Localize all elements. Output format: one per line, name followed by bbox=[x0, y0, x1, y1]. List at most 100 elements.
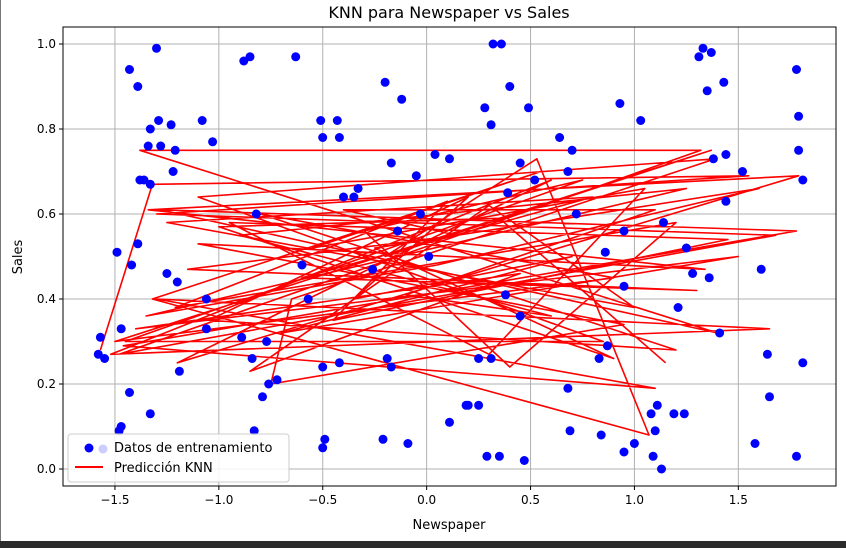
training-point bbox=[721, 196, 731, 206]
training-point bbox=[245, 52, 255, 62]
training-point bbox=[125, 388, 134, 397]
training-point bbox=[386, 158, 396, 168]
training-point bbox=[135, 175, 145, 185]
training-point bbox=[249, 426, 259, 436]
training-point bbox=[482, 451, 492, 461]
x-tick-label: −1.0 bbox=[204, 493, 233, 507]
training-point bbox=[316, 116, 326, 125]
training-point bbox=[652, 400, 662, 410]
legend-label-training: Datos de entrenamiento bbox=[114, 441, 273, 456]
training-point bbox=[166, 120, 176, 130]
x-axis-label: Newspaper bbox=[413, 518, 487, 533]
training-point bbox=[794, 145, 804, 155]
training-point bbox=[318, 443, 328, 453]
plot-frame bbox=[62, 26, 837, 487]
training-point bbox=[334, 358, 344, 368]
training-point bbox=[756, 264, 766, 274]
training-point bbox=[669, 409, 679, 419]
legend: Datos de entrenamiento Predicción KNN bbox=[67, 433, 290, 483]
training-point bbox=[619, 226, 629, 236]
training-point bbox=[95, 332, 105, 342]
training-point bbox=[424, 252, 434, 261]
training-point bbox=[563, 383, 573, 393]
training-point bbox=[594, 354, 604, 363]
training-point bbox=[679, 409, 689, 419]
training-point bbox=[792, 65, 801, 74]
training-point bbox=[251, 209, 261, 219]
training-point bbox=[708, 154, 718, 164]
training-point bbox=[615, 99, 625, 108]
training-point bbox=[505, 82, 515, 91]
training-point bbox=[706, 48, 716, 57]
training-point bbox=[515, 311, 525, 321]
training-point bbox=[721, 150, 731, 159]
training-point bbox=[480, 103, 490, 113]
training-point bbox=[515, 158, 525, 168]
training-point bbox=[646, 409, 656, 419]
training-point bbox=[303, 294, 313, 304]
training-point bbox=[496, 39, 506, 49]
training-points-layer bbox=[93, 39, 808, 474]
training-point bbox=[154, 116, 164, 125]
training-point bbox=[702, 86, 712, 96]
y-tick-label: 0.6 bbox=[37, 207, 56, 221]
training-point bbox=[681, 243, 691, 253]
training-point bbox=[794, 111, 804, 121]
training-point bbox=[694, 52, 704, 62]
training-point bbox=[486, 120, 496, 130]
training-point bbox=[318, 362, 328, 372]
prediction-line-layer bbox=[99, 149, 800, 436]
training-point bbox=[133, 82, 143, 91]
training-point bbox=[430, 150, 440, 159]
training-point bbox=[349, 192, 359, 202]
training-point bbox=[297, 260, 307, 270]
training-point bbox=[125, 65, 134, 74]
window-bottom-bar bbox=[0, 541, 846, 548]
legend-label-prediction: Predicción KNN bbox=[114, 461, 213, 476]
training-point bbox=[386, 362, 396, 372]
training-point bbox=[197, 116, 207, 125]
training-point bbox=[563, 167, 573, 176]
training-point bbox=[765, 392, 774, 402]
training-point bbox=[378, 434, 388, 444]
y-tick-label: 0.0 bbox=[37, 462, 56, 476]
training-point bbox=[530, 175, 540, 185]
x-tick-label: 0.5 bbox=[521, 493, 540, 507]
window-left-edge bbox=[0, 0, 1, 541]
training-point bbox=[636, 116, 646, 125]
training-point bbox=[445, 417, 454, 427]
x-tick-label: 0.0 bbox=[417, 493, 436, 507]
training-point bbox=[798, 175, 808, 185]
training-point bbox=[114, 426, 124, 436]
training-point bbox=[258, 392, 267, 402]
training-point bbox=[145, 124, 155, 134]
axis-ticks: −1.5 −1.0 −0.5 0.0 0.5 1.0 1.5 0.0 0.2 0.4 0.6 0.8 1… bbox=[37, 37, 748, 507]
training-point bbox=[762, 349, 772, 359]
x-tick-label: −0.5 bbox=[308, 493, 337, 507]
training-point bbox=[602, 341, 612, 351]
training-point bbox=[168, 167, 178, 176]
training-point bbox=[332, 116, 342, 125]
training-point bbox=[798, 358, 808, 368]
training-point bbox=[201, 294, 211, 304]
training-point bbox=[719, 77, 729, 87]
y-tick-label: 0.8 bbox=[37, 122, 56, 136]
x-tick-label: 1.5 bbox=[729, 493, 748, 507]
training-point bbox=[172, 277, 182, 287]
x-tick-label: −1.5 bbox=[100, 493, 129, 507]
training-point bbox=[174, 366, 184, 376]
training-point bbox=[463, 400, 473, 410]
training-point bbox=[112, 247, 122, 257]
training-point bbox=[619, 447, 629, 457]
training-point bbox=[501, 290, 511, 300]
training-point bbox=[792, 451, 801, 461]
training-point bbox=[738, 167, 747, 176]
y-tick-label: 1.0 bbox=[37, 37, 56, 51]
training-point bbox=[445, 154, 454, 164]
y-axis-label: Sales bbox=[11, 239, 26, 274]
training-point bbox=[143, 141, 153, 151]
training-point bbox=[524, 103, 533, 113]
legend-marker-training bbox=[84, 443, 94, 453]
training-point bbox=[339, 192, 348, 202]
